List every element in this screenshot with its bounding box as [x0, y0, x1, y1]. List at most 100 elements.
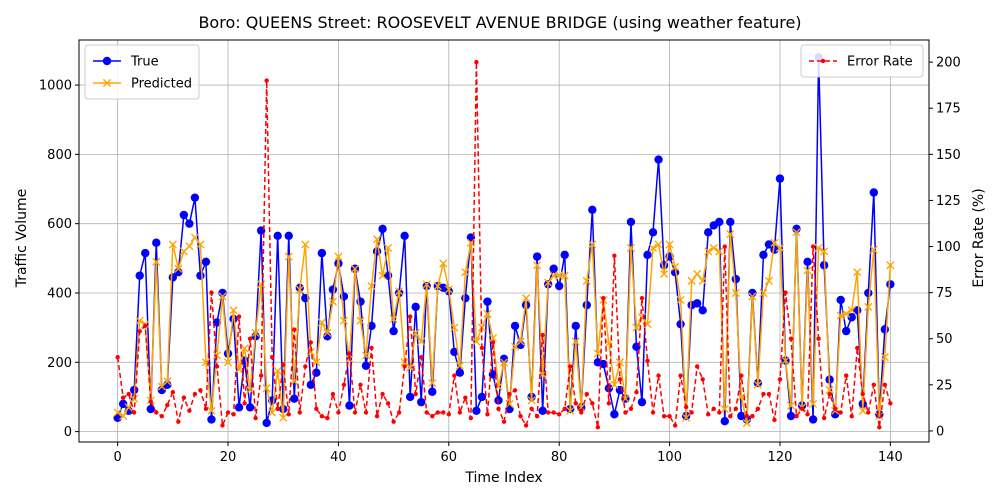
data-point-error-rate — [413, 391, 418, 397]
data-point-error-rate — [799, 406, 805, 412]
x-tick-label: 140 — [878, 450, 903, 465]
data-point-true — [135, 271, 144, 280]
data-point-true — [842, 326, 851, 336]
legend-right: Error Rate — [800, 44, 924, 78]
data-point-predicted — [886, 261, 895, 270]
data-point-error-rate — [269, 354, 275, 360]
data-point-error-rate — [396, 410, 402, 415]
data-point-error-rate — [628, 406, 634, 412]
data-point-true — [201, 257, 211, 266]
data-point-error-rate — [303, 364, 308, 369]
data-point-true — [141, 248, 150, 258]
data-point-error-rate — [181, 395, 187, 400]
data-point-true — [803, 257, 812, 266]
data-point-true — [538, 406, 547, 416]
data-point-predicted — [858, 406, 867, 415]
data-point-predicted — [312, 358, 321, 367]
data-point-true — [510, 321, 520, 331]
data-point-predicted — [229, 306, 238, 315]
data-point-error-rate — [336, 410, 341, 415]
data-point-true — [626, 217, 636, 227]
data-point-predicted — [246, 385, 255, 395]
data-point-true — [659, 261, 669, 270]
data-point-error-rate — [750, 413, 755, 419]
data-point-error-rate — [656, 373, 661, 378]
data-point-predicted — [218, 292, 227, 301]
y-left-tick-label: 600 — [47, 217, 72, 232]
data-point-error-rate — [424, 410, 429, 415]
data-point-error-rate — [435, 410, 440, 415]
data-point-predicted — [704, 247, 713, 256]
data-point-error-rate — [369, 345, 374, 351]
data-point-predicted — [593, 349, 602, 358]
data-point-predicted — [488, 333, 498, 343]
x-tick-label: 40 — [330, 450, 347, 465]
data-point-error-rate — [733, 406, 739, 412]
data-point-true — [461, 293, 470, 303]
data-point-predicted — [775, 243, 785, 253]
data-point-true — [549, 264, 558, 273]
data-point-predicted — [880, 353, 889, 362]
data-point-error-rate — [308, 340, 314, 345]
data-point-error-rate — [236, 314, 242, 319]
data-point-predicted — [748, 292, 757, 301]
data-point-error-rate — [479, 345, 485, 351]
data-point-error-rate — [540, 332, 545, 338]
data-point-true — [411, 302, 420, 312]
data-point-predicted — [720, 404, 729, 414]
data-point-true — [367, 321, 376, 331]
data-point-predicted — [693, 269, 702, 279]
data-point-error-rate — [805, 412, 810, 417]
x-tick-label: 60 — [441, 450, 458, 465]
data-point-predicted — [637, 313, 647, 322]
data-point-true — [869, 188, 879, 197]
data-point-true — [886, 280, 895, 289]
data-point-predicted — [262, 384, 271, 393]
data-point-true — [786, 411, 796, 421]
data-point-true — [604, 384, 614, 393]
data-point-predicted — [190, 233, 200, 242]
x-tick-label: 120 — [768, 450, 793, 465]
data-point-true — [554, 281, 564, 291]
data-point-predicted — [483, 309, 492, 318]
legend-marker-error-rate — [820, 58, 826, 64]
data-point-predicted — [119, 411, 128, 421]
data-point-predicted — [290, 377, 299, 386]
data-point-error-rate — [507, 391, 512, 397]
y-left-tick-label: 400 — [47, 286, 72, 301]
data-point-predicted — [395, 287, 404, 296]
data-point-error-rate — [154, 410, 159, 415]
data-point-predicted — [665, 240, 674, 249]
data-point-error-rate — [115, 354, 120, 360]
data-point-error-rate — [888, 401, 893, 406]
data-point-predicted — [499, 358, 509, 367]
data-point-predicted — [671, 262, 680, 272]
data-point-true — [588, 205, 597, 215]
data-point-error-rate — [385, 401, 391, 406]
data-point-predicted — [455, 361, 464, 370]
data-point-error-rate — [225, 410, 231, 415]
data-point-predicted — [130, 394, 139, 403]
data-point-error-rate — [165, 402, 170, 408]
data-point-true — [715, 217, 724, 227]
data-point-error-rate — [358, 382, 363, 388]
y-right-tick-label: 150 — [936, 148, 961, 163]
data-point-true — [450, 347, 459, 357]
data-point-error-rate — [126, 391, 131, 397]
data-point-error-rate — [772, 417, 777, 423]
data-point-error-rate — [341, 382, 347, 388]
x-axis-title: Time Index — [464, 470, 542, 486]
data-point-predicted — [632, 323, 641, 332]
data-point-predicted — [339, 316, 349, 325]
data-point-error-rate — [832, 406, 838, 412]
data-point-error-rate — [827, 391, 832, 397]
y-right-tick-label: 0 — [936, 424, 944, 439]
y-right-tick-label: 100 — [936, 240, 961, 255]
data-point-true — [532, 252, 542, 261]
data-point-predicted — [582, 276, 591, 285]
data-point-error-rate — [860, 391, 865, 397]
data-point-true — [245, 403, 255, 412]
data-point-error-rate — [292, 327, 297, 332]
legend-label-error-rate: Error Rate — [847, 55, 913, 70]
data-point-true — [610, 410, 619, 419]
